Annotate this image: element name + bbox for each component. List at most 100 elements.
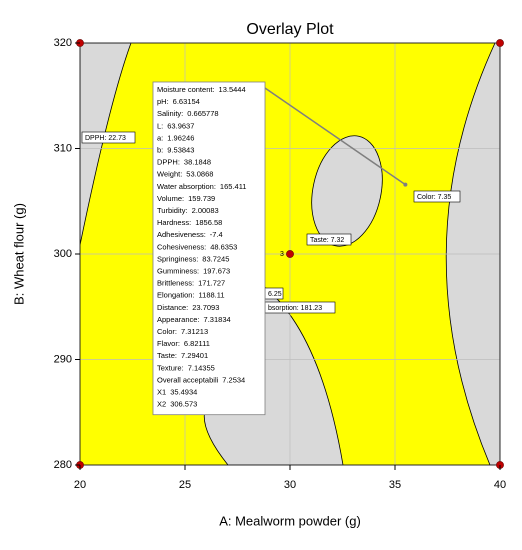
tooltip-line: Water absorption: 165.411 [157, 182, 246, 191]
tooltip-value: 63.9637 [167, 121, 194, 130]
tooltip-value: 7.31213 [181, 327, 208, 336]
x-axis-label: A: Mealworm powder (g) [219, 513, 361, 528]
y-tick-label: 310 [54, 142, 72, 154]
tooltip-key: Brittleness: [157, 279, 194, 288]
tooltip-key: Springiness: [157, 254, 198, 263]
flag-leader [264, 87, 406, 186]
tooltip-line: Volume: 159.739 [157, 194, 215, 203]
tooltip-key: L: [157, 121, 163, 130]
tooltip-value: 159.739 [188, 194, 215, 203]
point-label: 3 [280, 251, 284, 258]
tooltip-key: b: [157, 145, 163, 154]
tooltip-value: 306.573 [170, 400, 197, 409]
tooltip-line: Appearance: 7.31834 [157, 315, 231, 324]
tooltip-line: Flavor: 6.82111 [157, 339, 210, 348]
tooltip-value: 165.411 [220, 182, 247, 191]
tooltip-value: 6.63154 [173, 97, 200, 106]
tooltip-value: 13.5444 [219, 85, 246, 94]
tooltip-line: Turbidity: 2.00083 [157, 206, 219, 215]
contour-label: DPPH: 22.73 [85, 135, 126, 142]
tooltip-key: Volume: [157, 194, 184, 203]
tooltip-value: 35.4934 [170, 387, 197, 396]
tooltip-value: 7.31834 [204, 315, 231, 324]
tooltip-value: 6.82111 [184, 339, 210, 348]
tooltip-line: X1 35.4934 [157, 387, 197, 396]
tooltip-key: Turbidity: [157, 206, 188, 215]
tooltip-value: 2.00083 [192, 206, 219, 215]
flag-point [403, 182, 408, 187]
contour-label-box [81, 131, 136, 144]
tooltip-key: Distance: [157, 303, 188, 312]
tooltip-line: Springiness: 83.7245 [157, 254, 229, 263]
tooltip-value: 53.0868 [186, 170, 213, 179]
tooltip-key: Adhesiveness: [157, 230, 206, 239]
design-point [286, 250, 294, 258]
tooltip-line: Gumminess: 197.673 [157, 266, 230, 275]
tooltip-key: DPPH: [157, 158, 180, 167]
tooltip-key: Gumminess: [157, 266, 199, 275]
contour-label: bsorption: 181.23 [268, 305, 322, 312]
tooltip-key: Taste: [157, 351, 177, 360]
design-point [496, 39, 504, 47]
tooltip-key: Appearance: [157, 315, 200, 324]
x-tick-label: 20 [74, 479, 86, 491]
x-tick-label: 25 [179, 479, 191, 491]
tooltip-line: Adhesiveness: -7.4 [157, 230, 223, 239]
tooltip-line: Salinity: 0.665778 [157, 109, 219, 118]
tooltip-value: 1856.58 [195, 218, 222, 227]
tooltip-value: 1188.11 [199, 291, 225, 300]
tooltip-line: Brittleness: 171.727 [157, 279, 225, 288]
tooltip-value: 171.727 [198, 279, 225, 288]
tooltip-key: Texture: [157, 363, 184, 372]
tooltip-value: 38.1848 [184, 158, 211, 167]
infeasible-region [311, 135, 383, 247]
tooltip-line: Elongation: 1188.11 [157, 291, 225, 300]
tooltip-line: Color: 7.31213 [157, 327, 208, 336]
tooltip-value: 83.7245 [202, 254, 229, 263]
tooltip-value: 7.2534 [222, 375, 245, 384]
y-tick-label: 320 [54, 37, 72, 49]
tooltip-key: a: [157, 133, 163, 142]
tooltip-line: X2 306.573 [157, 400, 197, 409]
tooltip-line: L: 63.9637 [157, 121, 194, 130]
y-tick-label: 300 [54, 248, 72, 260]
tooltip-key: pH: [157, 97, 169, 106]
tooltip-value: 7.29401 [181, 351, 208, 360]
tooltip-key: Overall acceptabili [157, 375, 219, 384]
y-tick-label: 280 [54, 459, 72, 471]
contour-label: 6.25 [268, 291, 282, 298]
tooltip-line: Taste: 7.29401 [157, 351, 208, 360]
chart-title: Overlay Plot [246, 21, 334, 38]
tooltip-line: DPPH: 38.1848 [157, 158, 211, 167]
x-tick-label: 35 [389, 479, 401, 491]
contour-label-box [306, 233, 352, 246]
tooltip-line: Weight: 53.0868 [157, 170, 213, 179]
tooltip-value: 0.665778 [187, 109, 218, 118]
tooltip-key: Moisture content: [157, 85, 215, 94]
x-tick-label: 40 [494, 479, 506, 491]
contour-label: Taste: 7.32 [310, 237, 344, 244]
tooltip-value: 1.96246 [167, 133, 194, 142]
tooltip-key: Color: [157, 327, 177, 336]
tooltip-key: X1 [157, 387, 166, 396]
tooltip-line: Overall acceptabili 7.2534 [157, 375, 245, 384]
contour-label-box [413, 190, 461, 203]
tooltip-key: Cohesiveness: [157, 242, 206, 251]
tooltip-key: Hardness: [157, 218, 191, 227]
tooltip-key: Elongation: [157, 291, 195, 300]
tooltip-line: b: 9.53843 [157, 145, 194, 154]
tooltip-key: Salinity: [157, 109, 183, 118]
tooltip-line: a: 1.96246 [157, 133, 194, 142]
tooltip-value: -7.4 [210, 230, 223, 239]
tooltip-value: 48.6353 [210, 242, 237, 251]
y-axis-label: B: Wheat flour (g) [11, 203, 26, 305]
tooltip-value: 9.53843 [167, 145, 194, 154]
tooltip-key: Weight: [157, 170, 182, 179]
tooltip-key: Flavor: [157, 339, 180, 348]
tooltip-line: Distance: 23.7093 [157, 303, 219, 312]
tooltip-value: 197.673 [203, 266, 230, 275]
infeasible-region [80, 43, 132, 246]
tooltip-key: Water absorption: [157, 182, 216, 191]
tooltip-line: Moisture content: 13.5444 [157, 85, 246, 94]
